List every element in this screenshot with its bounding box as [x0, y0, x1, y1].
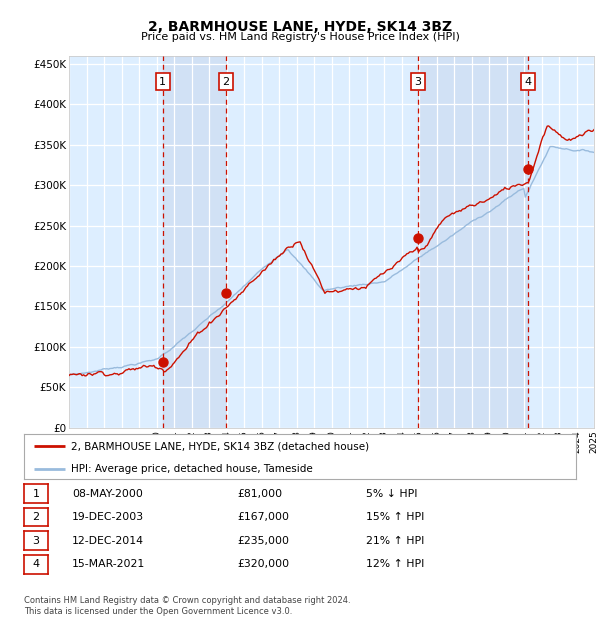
Bar	[418, 56, 527, 428]
Text: 4: 4	[524, 77, 531, 87]
Text: 08-MAY-2000: 08-MAY-2000	[72, 489, 143, 498]
Text: £167,000: £167,000	[237, 512, 289, 522]
Text: 12-DEC-2014: 12-DEC-2014	[72, 536, 144, 546]
Text: £81,000: £81,000	[237, 489, 282, 498]
Text: 1: 1	[159, 77, 166, 87]
Text: This data is licensed under the Open Government Licence v3.0.: This data is licensed under the Open Gov…	[24, 607, 292, 616]
Text: 15% ↑ HPI: 15% ↑ HPI	[366, 512, 424, 522]
Text: 12% ↑ HPI: 12% ↑ HPI	[366, 559, 424, 569]
Text: 21% ↑ HPI: 21% ↑ HPI	[366, 536, 424, 546]
Text: 2: 2	[223, 77, 230, 87]
Text: 19-DEC-2003: 19-DEC-2003	[72, 512, 144, 522]
Text: 2, BARMHOUSE LANE, HYDE, SK14 3BZ: 2, BARMHOUSE LANE, HYDE, SK14 3BZ	[148, 20, 452, 35]
Text: 1: 1	[32, 489, 40, 498]
Text: HPI: Average price, detached house, Tameside: HPI: Average price, detached house, Tame…	[71, 464, 313, 474]
Text: Price paid vs. HM Land Registry's House Price Index (HPI): Price paid vs. HM Land Registry's House …	[140, 32, 460, 42]
Text: 3: 3	[415, 77, 422, 87]
Text: £320,000: £320,000	[237, 559, 289, 569]
Text: 15-MAR-2021: 15-MAR-2021	[72, 559, 145, 569]
Bar	[163, 56, 226, 428]
Text: £235,000: £235,000	[237, 536, 289, 546]
Text: 5% ↓ HPI: 5% ↓ HPI	[366, 489, 418, 498]
Text: 2: 2	[32, 512, 40, 522]
Text: 3: 3	[32, 536, 40, 546]
Text: Contains HM Land Registry data © Crown copyright and database right 2024.: Contains HM Land Registry data © Crown c…	[24, 596, 350, 605]
Text: 2, BARMHOUSE LANE, HYDE, SK14 3BZ (detached house): 2, BARMHOUSE LANE, HYDE, SK14 3BZ (detac…	[71, 441, 369, 451]
Text: 4: 4	[32, 559, 40, 569]
